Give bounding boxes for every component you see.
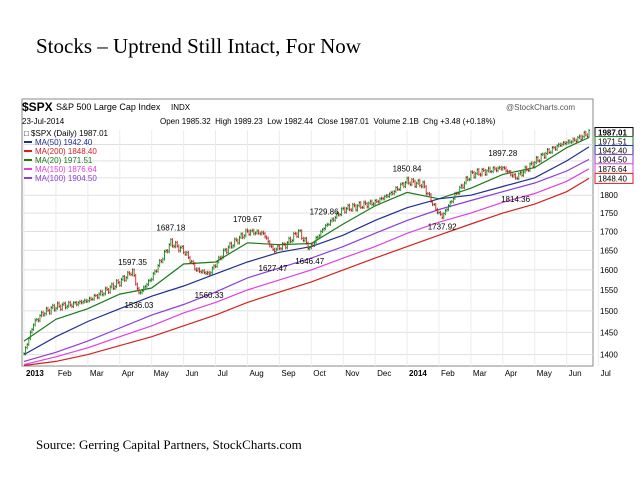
x-tick-label: Jun xyxy=(186,369,199,378)
x-tick-label: 2014 xyxy=(409,369,427,378)
annotation-label: 1646.47 xyxy=(295,257,324,266)
x-tick-label: Feb xyxy=(441,369,455,378)
value-tag-label: 1876.64 xyxy=(598,165,627,174)
x-tick-label: Oct xyxy=(313,369,326,378)
y-tick-label: 1700 xyxy=(600,227,618,236)
annotation-label: 1687.18 xyxy=(156,223,185,232)
x-tick-label: Mar xyxy=(473,369,487,378)
x-tick-label: Jun xyxy=(569,369,582,378)
x-tick-label: Feb xyxy=(58,369,72,378)
y-tick-label: 1450 xyxy=(600,328,618,337)
slide-title: Stocks – Uptrend Still Intact, For Now xyxy=(36,34,361,58)
x-tick-label: 2013 xyxy=(26,369,44,378)
chart-date: 23-Jul-2014 xyxy=(22,117,65,126)
y-tick-label: 1650 xyxy=(600,246,618,255)
x-tick-label: Nov xyxy=(345,369,359,378)
x-tick-label: Aug xyxy=(249,369,263,378)
chart-exchange: INDX xyxy=(171,103,191,112)
x-tick-label: Dec xyxy=(377,369,391,378)
y-tick-label: 1750 xyxy=(600,209,618,218)
x-tick-label: Mar xyxy=(90,369,104,378)
x-tick-label: May xyxy=(537,369,552,378)
annotation-label: 1729.86 xyxy=(310,207,339,216)
x-tick-label: Apr xyxy=(505,369,518,378)
x-tick-label: Sep xyxy=(281,369,296,378)
annotation-label: 1597.35 xyxy=(118,258,147,267)
value-tag-label: 1971.51 xyxy=(598,138,627,147)
source-note: Source: Gerring Capital Partners, StockC… xyxy=(36,437,302,452)
legend-item-label: MA(20) 1971.51 xyxy=(35,156,93,165)
value-tag-label: 1848.40 xyxy=(598,174,627,183)
legend-item-label: MA(200) 1848.40 xyxy=(35,147,97,156)
price-series xyxy=(23,128,590,356)
value-tag-label: 1904.50 xyxy=(598,156,627,165)
annotation-label: 1709.67 xyxy=(233,215,262,224)
ma-line-100 xyxy=(23,158,590,362)
annotation-label: 1850.84 xyxy=(393,165,422,174)
y-tick-label: 1600 xyxy=(600,266,618,275)
legend-item-label: MA(100) 1904.50 xyxy=(35,174,97,183)
annotation-label: 1560.33 xyxy=(195,291,224,300)
value-tag-label: 1987.01 xyxy=(598,129,627,138)
annotation-label: 1627.47 xyxy=(259,264,288,273)
legend-item-label: MA(150) 1876.64 xyxy=(35,165,97,174)
annotation-label: 1737.92 xyxy=(428,222,457,231)
price-annotations: 1597.35 1536.03 1687.18 1560.33 1709.67 1627.… xyxy=(118,149,531,310)
legend-item-label: MA(50) 1942.40 xyxy=(35,138,93,147)
value-tag-box xyxy=(594,172,634,184)
x-tick-label: May xyxy=(154,369,169,378)
x-tick-label: Apr xyxy=(122,369,135,378)
chart-symbol: $SPX xyxy=(22,100,53,114)
annotation-label: 1897.28 xyxy=(488,149,517,158)
legend-item-price: □ $SPX (Daily) 1987.01 xyxy=(24,129,109,138)
y-tick-label: 1550 xyxy=(600,286,618,295)
chart-quote: Open 1985.32 High 1989.23 Low 1982.44 Cl… xyxy=(160,117,496,126)
x-tick-label: Jul xyxy=(601,369,611,378)
y-tick-label: 1800 xyxy=(600,191,618,200)
ma-line-150 xyxy=(23,168,590,366)
value-tag-label: 1942.40 xyxy=(598,147,627,156)
x-tick-label: Jul xyxy=(218,369,228,378)
chart-index-name: S&P 500 Large Cap Index xyxy=(56,102,161,112)
y-tick-label: 1400 xyxy=(600,351,618,360)
y-tick-label: 1500 xyxy=(600,307,618,316)
annotation-label: 1536.03 xyxy=(124,301,153,310)
chart-frame xyxy=(21,98,594,367)
ma-line-200 xyxy=(23,177,590,367)
chart-brand: @StockCharts.com xyxy=(506,103,575,112)
right-value-tags: 1987.011971.511942.401904.501876.641848.… xyxy=(594,127,634,184)
x-axis: 2013 Feb Mar Apr May Jun Jul Aug Sep Oct Nov Dec 201… xyxy=(26,369,611,378)
annotation-label: 1814.36 xyxy=(501,195,530,204)
